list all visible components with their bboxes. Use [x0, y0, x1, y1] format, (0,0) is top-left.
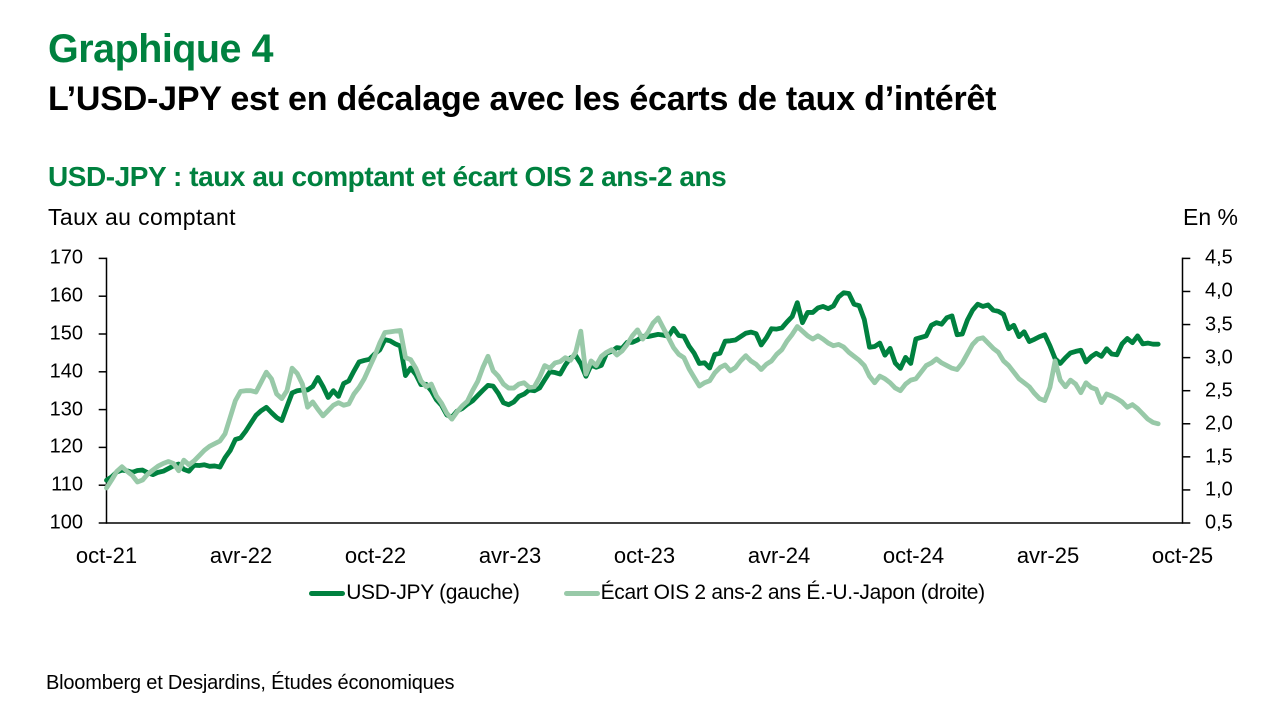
- series-line-ois-spread: [104, 315, 1161, 491]
- right-axis-tick-label: 3,5: [1205, 313, 1233, 336]
- right-axis-tick-label: 2,5: [1205, 379, 1233, 402]
- series-line-usd-jpy: [104, 290, 1161, 483]
- left-axis-tick-label: 120: [49, 435, 83, 458]
- left-axis-tick-label: 170: [49, 246, 83, 269]
- left-axis-tick-label: 110: [51, 473, 83, 496]
- right-axis-tick-label: 0,5: [1205, 511, 1233, 534]
- x-axis-tick-label: oct-23: [613, 543, 676, 568]
- chart-axes: [98, 257, 1191, 524]
- x-axis-tick-label: avr-22: [209, 543, 273, 568]
- x-axis-tick-label: oct-25: [1151, 543, 1214, 568]
- x-axis-tick-label: oct-21: [75, 543, 138, 568]
- legend-swatch-icon: [309, 590, 346, 596]
- right-axis-title: En %: [1183, 204, 1238, 230]
- left-axis-tick-label: 140: [49, 360, 83, 383]
- chart-subtitle: USD-JPY : taux au comptant et écart OIS …: [48, 161, 727, 192]
- left-axis-tick-label: 100: [49, 511, 83, 534]
- legend-label: USD-JPY (gauche): [346, 581, 520, 604]
- legend-swatch-icon: [563, 590, 600, 596]
- chart-series: [104, 290, 1161, 491]
- chart-legend: USD-JPY (gauche) Écart OIS 2 ans-2 ans É.…: [0, 581, 1280, 605]
- x-axis-tick-label: oct-22: [344, 543, 407, 568]
- right-axis-tick-label: 4,0: [1205, 279, 1233, 302]
- left-axis-title: Taux au comptant: [48, 204, 236, 230]
- source-note: Bloomberg et Desjardins, Études économiq…: [46, 672, 455, 694]
- x-axis-tick-label: oct-24: [882, 543, 945, 568]
- right-axis-tick-label: 3,0: [1205, 346, 1233, 369]
- left-axis-tick-label: 130: [49, 398, 83, 421]
- left-axis-tick-label: 150: [49, 322, 83, 345]
- legend-label: Écart OIS 2 ans-2 ans É.-U.-Japon (droit…: [600, 581, 986, 604]
- chart-headline: L’USD-JPY est en décalage avec les écart…: [48, 80, 997, 118]
- right-axis-tick-label: 1,0: [1205, 478, 1233, 501]
- x-axis-tick-label: avr-24: [747, 543, 811, 568]
- right-axis-tick-label: 2,0: [1205, 412, 1233, 435]
- right-axis-tick-label: 4,5: [1205, 246, 1233, 269]
- report-title: Graphique 4: [48, 27, 273, 71]
- left-axis-tick-label: 160: [49, 284, 83, 307]
- x-axis-tick-label: avr-25: [1016, 543, 1080, 568]
- legend-item: USD-JPY (gauche): [309, 581, 520, 605]
- x-axis-tick-label: avr-23: [478, 543, 542, 568]
- legend-item: Écart OIS 2 ans-2 ans É.-U.-Japon (droit…: [563, 581, 986, 605]
- right-axis-tick-label: 1,5: [1205, 445, 1233, 468]
